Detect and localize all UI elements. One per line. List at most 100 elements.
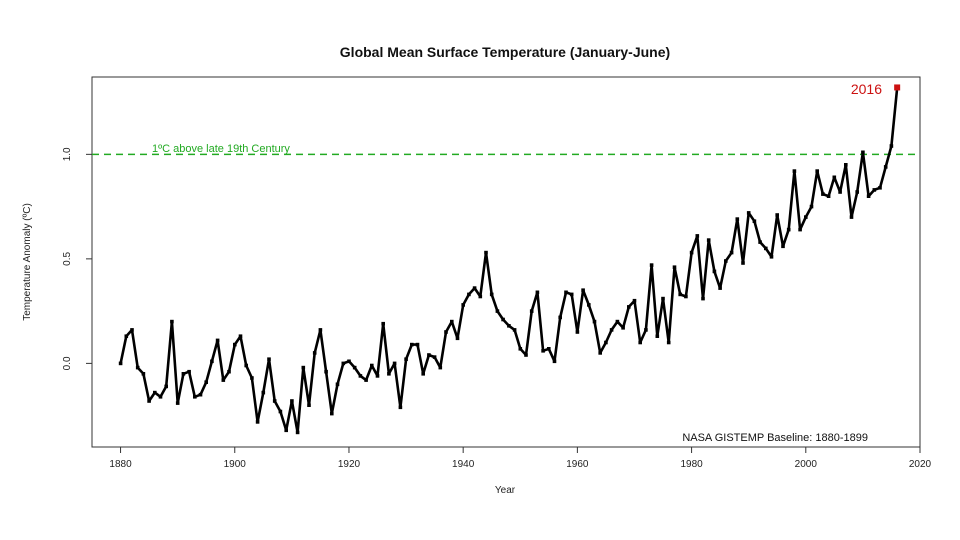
data-point-2009 (855, 190, 859, 194)
data-point-1958 (564, 290, 568, 295)
data-point-1992 (758, 240, 762, 244)
data-point-1952 (529, 309, 534, 313)
data-point-1912 (301, 365, 306, 370)
data-point-2006 (838, 190, 842, 194)
data-point-1923 (364, 378, 368, 382)
data-point-1943 (478, 294, 483, 299)
data-point-2001 (809, 204, 814, 209)
data-point-1921 (352, 365, 357, 370)
data-point-1908 (278, 409, 283, 414)
data-point-1993 (764, 246, 768, 251)
data-point-1887 (158, 395, 163, 399)
data-point-1986 (724, 259, 728, 263)
data-point-2015 (889, 144, 894, 148)
data-point-1967 (615, 319, 620, 324)
data-point-1942 (472, 286, 477, 290)
data-point-2008 (849, 215, 854, 219)
data-point-1886 (153, 390, 157, 395)
data-point-1968 (621, 326, 625, 330)
data-point-1901 (238, 334, 243, 338)
x-tick-label: 1980 (680, 459, 703, 470)
data-point-1902 (244, 363, 248, 368)
data-point-1888 (164, 384, 168, 389)
data-point-1889 (170, 319, 174, 324)
data-point-1904 (255, 420, 260, 424)
data-point-1903 (250, 376, 254, 380)
data-point-2000 (804, 215, 808, 219)
data-point-1976 (666, 340, 671, 345)
data-point-1892 (187, 369, 191, 374)
data-point-1982 (701, 296, 705, 301)
data-point-1926 (381, 321, 385, 326)
data-point-1973 (649, 263, 654, 267)
data-point-2007 (844, 163, 848, 167)
data-point-1984 (712, 269, 717, 274)
data-point-1916 (324, 369, 328, 374)
data-point-1983 (706, 238, 711, 242)
data-point-1907 (272, 399, 277, 403)
baseline-note: NASA GISTEMP Baseline: 1880-1899 (682, 432, 868, 444)
y-tick-label: 1.0 (62, 147, 73, 161)
data-point-1950 (518, 347, 523, 351)
data-point-1914 (312, 351, 317, 355)
data-point-1881 (124, 334, 129, 338)
data-point-1922 (358, 374, 363, 378)
x-tick-label: 2020 (909, 459, 932, 470)
data-point-1893 (193, 395, 197, 399)
data-point-1975 (661, 296, 665, 301)
data-point-1947 (501, 317, 505, 322)
data-point-1987 (729, 250, 734, 255)
data-point-1913 (307, 403, 311, 407)
data-point-1991 (752, 219, 757, 223)
data-point-1939 (455, 336, 460, 341)
data-point-1918 (335, 382, 340, 387)
data-point-2010 (861, 150, 865, 155)
data-point-1966 (609, 328, 614, 332)
data-point-1954 (541, 349, 545, 353)
data-point-1964 (598, 351, 602, 355)
data-point-1961 (581, 288, 585, 292)
data-point-1948 (507, 324, 511, 328)
data-point-1998 (792, 169, 797, 173)
data-point-1981 (695, 234, 700, 238)
data-point-1941 (467, 292, 471, 297)
data-point-2003 (821, 192, 825, 196)
data-point-1919 (341, 361, 346, 366)
data-point-2004 (826, 194, 831, 198)
data-point-1911 (295, 430, 300, 435)
data-point-1995 (775, 213, 779, 217)
data-point-1971 (638, 340, 642, 345)
data-point-1996 (781, 244, 785, 249)
data-point-1935 (432, 355, 437, 359)
chart-title: Global Mean Surface Temperature (January… (340, 44, 670, 60)
data-point-1997 (786, 227, 791, 232)
data-point-2002 (815, 169, 819, 173)
data-point-1957 (558, 315, 562, 320)
data-point-1980 (689, 250, 694, 255)
data-point-1934 (427, 353, 431, 357)
data-point-1894 (198, 392, 203, 397)
x-tick-label: 1880 (109, 459, 132, 470)
data-point-1944 (484, 250, 488, 255)
data-point-1962 (587, 303, 591, 307)
data-point-1988 (735, 217, 740, 221)
data-point-1989 (741, 261, 745, 265)
data-point-1890 (175, 401, 180, 405)
y-tick-label: 0.5 (62, 251, 73, 265)
y-axis-label: Temperature Anomaly (ºC) (22, 203, 33, 321)
data-point-1929 (398, 405, 403, 410)
data-point-1946 (495, 309, 500, 313)
data-point-1910 (290, 399, 294, 403)
data-point-1965 (604, 340, 608, 345)
x-tick-label: 1940 (452, 459, 475, 470)
data-point-1909 (284, 428, 288, 433)
data-point-1990 (746, 211, 751, 215)
data-point-1977 (672, 265, 677, 269)
data-point-1927 (387, 372, 391, 376)
data-point-1884 (141, 372, 146, 376)
data-point-1951 (524, 353, 528, 357)
reference-line-label: 1ºC above late 19th Century (152, 143, 290, 155)
data-point-2011 (866, 194, 871, 198)
highlight-2016-point (894, 84, 901, 91)
